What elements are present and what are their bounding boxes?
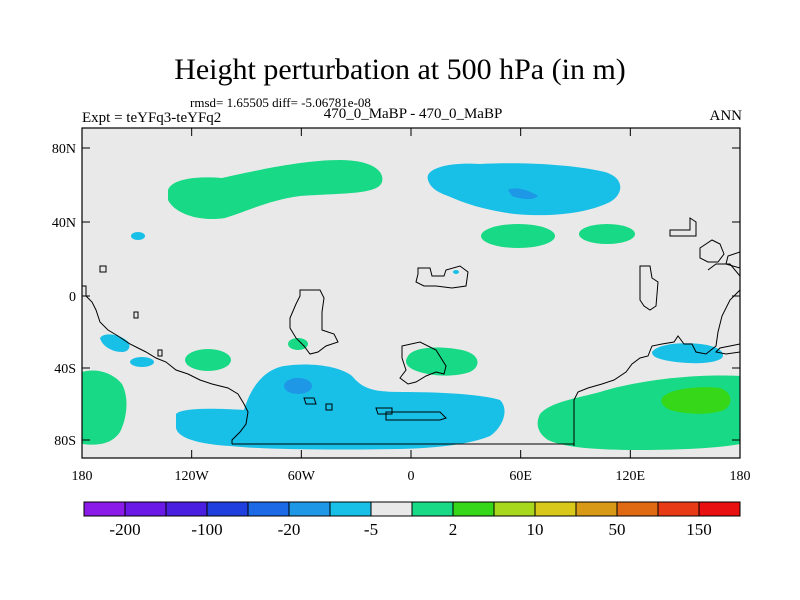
negative-anomaly-region — [453, 270, 459, 274]
colorbar-label: -200 — [109, 520, 140, 539]
colorbar-label: -20 — [278, 520, 301, 539]
lon-tick-label: 120E — [616, 469, 646, 484]
lat-tick-label: 80S — [54, 434, 76, 449]
positive-anomaly-region — [481, 224, 555, 248]
colorbar-label: 50 — [609, 520, 626, 539]
colorbar-swatch — [616, 501, 659, 517]
colorbar-swatch — [370, 501, 413, 517]
negative-anomaly-region — [652, 343, 724, 364]
negative-anomaly-region — [427, 163, 621, 216]
lat-tick-label: 80N — [52, 142, 76, 157]
season-label: ANN — [709, 108, 743, 124]
stats-label: rmsd= 1.65505 diff= -5.06781e-08 — [190, 95, 371, 110]
colorbar-swatch — [329, 501, 372, 517]
lon-tick-label: 180 — [730, 469, 751, 484]
positive-anomaly-region — [82, 370, 127, 445]
colorbar-swatch — [288, 501, 331, 517]
colorbar-swatch — [452, 501, 495, 517]
negative-anomaly-core — [508, 188, 538, 199]
lat-tick-label: 40N — [52, 216, 76, 231]
colorbar-label: 2 — [449, 520, 458, 539]
positive-anomaly-core — [661, 387, 731, 414]
colorbar-swatch — [247, 501, 290, 517]
colorbar-swatch — [165, 501, 208, 517]
latitude-axis: 80N 40N 0 40S 80S — [52, 142, 740, 449]
coastlines — [82, 217, 740, 446]
positive-anomaly-region — [288, 338, 308, 350]
plot-title: Height perturbation at 500 hPa (in m) — [174, 53, 626, 86]
colorbar-swatch — [534, 501, 577, 517]
lon-tick-label: 60E — [509, 469, 532, 484]
lat-tick-label: 0 — [69, 290, 76, 305]
negative-anomaly-region — [130, 357, 154, 367]
lon-tick-label: 0 — [408, 469, 415, 484]
positive-anomaly-region — [185, 349, 231, 371]
positive-anomaly-region — [168, 160, 383, 220]
experiment-label: Expt = teYFq3-teYFq2 — [82, 110, 222, 126]
colorbar: -200 -100 -20 -5 2 10 50 150 — [83, 501, 741, 539]
colorbar-swatch — [657, 501, 700, 517]
colorbar-swatch — [698, 501, 741, 517]
longitude-axis: 180 120W 60W 0 60E 120E 180 — [72, 128, 751, 484]
center-label: 470_0_MaBP - 470_0_MaBP — [323, 106, 503, 122]
colorbar-swatch — [493, 501, 536, 517]
colorbar-swatch — [411, 501, 454, 517]
negative-anomaly-region — [131, 232, 145, 240]
colorbar-swatch — [206, 501, 249, 517]
contour-fields — [82, 160, 740, 450]
colorbar-swatch — [575, 501, 618, 517]
lon-tick-label: 180 — [72, 469, 93, 484]
negative-anomaly-core — [284, 378, 312, 394]
colorbar-label: -5 — [364, 520, 378, 539]
colorbar-label: 150 — [686, 520, 712, 539]
positive-anomaly-region — [406, 347, 478, 376]
positive-anomaly-region — [579, 224, 635, 244]
colorbar-swatch — [83, 501, 126, 517]
colorbar-label: -100 — [191, 520, 222, 539]
colorbar-label: 10 — [527, 520, 544, 539]
lon-tick-label: 60W — [288, 469, 316, 484]
negative-anomaly-region — [176, 364, 505, 450]
lat-tick-label: 40S — [54, 362, 76, 377]
lon-tick-label: 120W — [175, 469, 210, 484]
colorbar-swatch — [124, 501, 167, 517]
